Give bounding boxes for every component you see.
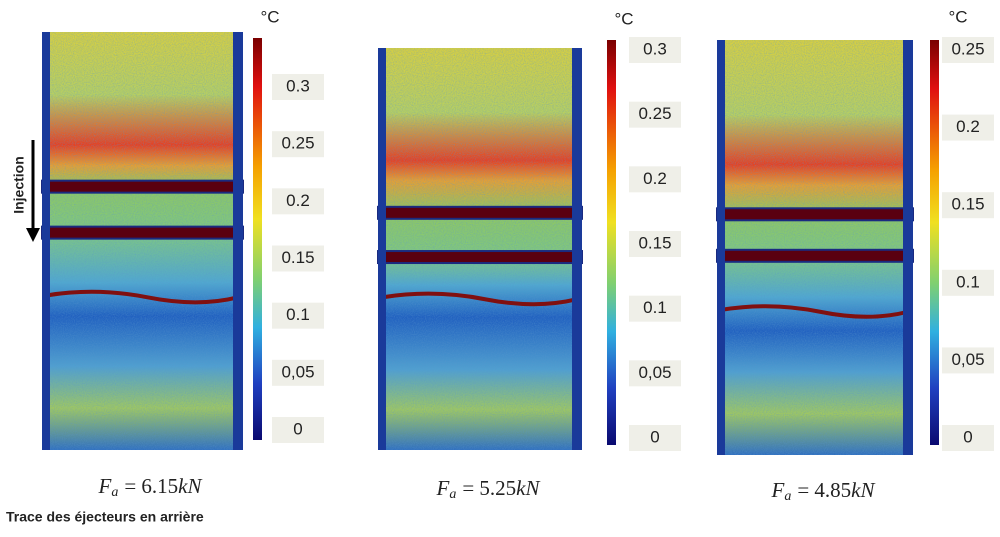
edge-right (903, 40, 913, 455)
colorbar-unit: °C (260, 7, 279, 26)
front-line (46, 289, 239, 305)
tick-label: 0.2 (286, 191, 310, 210)
tick-label-box (942, 192, 994, 219)
mold-bar (377, 250, 583, 265)
edge-left (717, 40, 725, 455)
footnote: Trace des éjecteurs en arrière (6, 509, 204, 525)
tick-label: 0.3 (286, 76, 310, 95)
colorbar-unit: °C (948, 7, 967, 26)
tick-label-box (942, 269, 994, 296)
tick-label: 0.15 (951, 195, 984, 214)
tick-label-box (629, 360, 681, 387)
edge-left (378, 48, 386, 450)
tick-label-box (272, 74, 324, 100)
caption-unit: kN (516, 476, 540, 500)
tick-label: 0,05 (951, 350, 984, 369)
caption-equation: = 5.25 (462, 476, 516, 500)
caption-subscript: a (784, 489, 791, 504)
caption-subscript: a (111, 485, 118, 500)
tick-label: 0.15 (638, 233, 671, 252)
caption-subscript: a (449, 487, 456, 502)
caption: Fa = 5.25kN (436, 476, 541, 502)
tick-label: 0 (963, 427, 972, 446)
tick-label: 0.25 (638, 104, 671, 123)
tick-label-box (629, 425, 681, 451)
tick-label-box (272, 417, 324, 443)
thermal-noise (42, 32, 243, 450)
edge-right (233, 32, 243, 450)
tick-label-box (629, 101, 681, 128)
tick-label: 0.2 (956, 117, 980, 136)
thermal-noise (717, 40, 913, 455)
caption: Fa = 6.15kN (98, 474, 203, 500)
tick-label-box (629, 231, 681, 257)
tick-label-box (629, 37, 681, 63)
panel: °C 0.3 0.25 0.2 0.15 0.1 0,05 0 Fa = 5.25kN (377, 9, 681, 502)
tick-label-box (272, 245, 324, 272)
caption-symbol: F (436, 476, 450, 500)
caption-symbol: F (771, 478, 785, 502)
tick-label: 0.15 (281, 248, 314, 267)
mold-bar (41, 225, 244, 240)
front-line (721, 304, 909, 319)
caption-unit: kN (851, 478, 875, 502)
tick-label: 0.25 (281, 134, 314, 153)
mold-bar (716, 207, 914, 222)
caption-unit: kN (178, 474, 202, 498)
tick-label: 0 (650, 427, 659, 446)
colorbar (253, 38, 262, 440)
edge-left (42, 32, 50, 450)
tick-label-box (942, 347, 994, 374)
tick-label: 0.2 (643, 169, 667, 188)
tick-label-box (272, 131, 324, 158)
colorbar-unit: °C (614, 9, 633, 28)
tick-label: 0,05 (638, 363, 671, 382)
tick-label-box (629, 166, 681, 193)
tick-label-box (272, 188, 324, 215)
side-label: Injection (11, 156, 27, 214)
tick-label-box (942, 37, 994, 63)
tick-label: 0.3 (643, 39, 667, 58)
tick-label: 0.1 (286, 305, 310, 324)
injection-marker: Injection (11, 140, 40, 242)
colorbar (930, 40, 939, 445)
caption-symbol: F (98, 474, 112, 498)
tick-label-box (272, 359, 324, 386)
tick-label-box (272, 302, 324, 329)
caption: Fa = 4.85kN (771, 478, 876, 504)
arrow-head (26, 228, 40, 242)
tick-label-box (942, 425, 994, 451)
front-line (382, 291, 578, 307)
mold-bar (41, 179, 244, 194)
tick-label: 0 (293, 419, 302, 438)
tick-label: 0.25 (951, 39, 984, 58)
caption-equation: = 4.85 (797, 478, 851, 502)
tick-label-box (629, 295, 681, 322)
mold-bar (716, 248, 914, 263)
panel: °C 0.25 0.2 0.15 0.1 0,05 0 Fa = 4.85kN (716, 7, 994, 504)
edge-right (572, 48, 582, 450)
panel: °C 0.3 0.25 0.2 0.15 0.1 0,05 0 Fa = 6.15kN (41, 7, 324, 500)
mold-bar (377, 205, 583, 220)
caption-equation: = 6.15 (124, 474, 178, 498)
colorbar (607, 40, 616, 445)
thermal-noise (378, 48, 582, 450)
tick-label-box (942, 114, 994, 141)
tick-label: 0.1 (956, 272, 980, 291)
tick-label: 0.1 (643, 298, 667, 317)
tick-label: 0,05 (281, 362, 314, 381)
